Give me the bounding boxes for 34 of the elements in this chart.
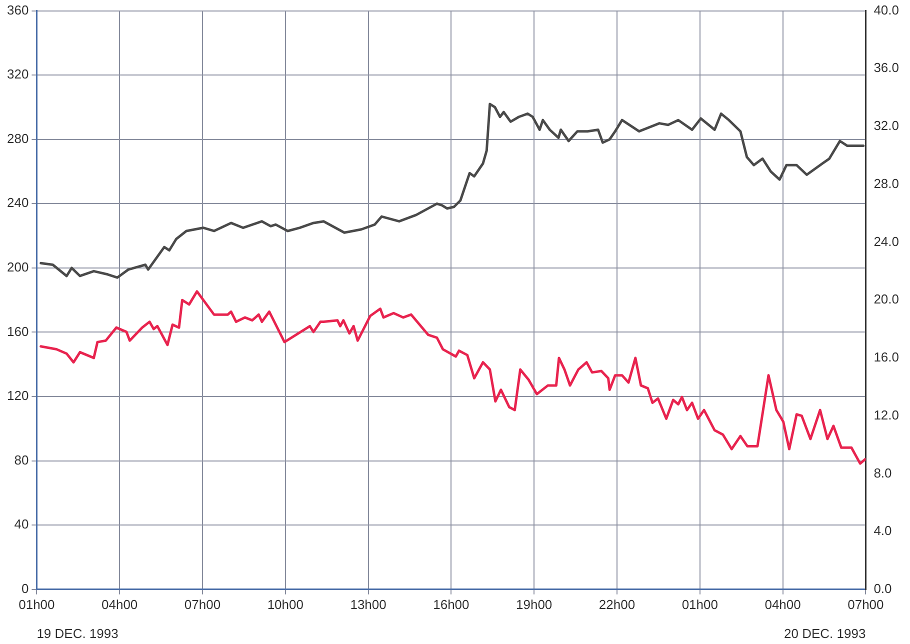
y2-tick-label: 36.0: [874, 60, 900, 76]
y2-tick-label: 16.0: [874, 350, 900, 365]
x-tick-label: 01h00: [682, 596, 718, 612]
y2-tick-label: 32.0: [874, 118, 900, 134]
y-tick-label: 280: [6, 130, 29, 146]
y-tick-label: 320: [6, 66, 29, 82]
x-tick-label: 04h00: [764, 596, 801, 612]
x-tick-label: 07h00: [848, 596, 884, 612]
y2-tick-label: 40.0: [874, 2, 900, 18]
text: 20 DEC. 1993: [784, 626, 866, 641]
y-tick-label: 40: [14, 516, 29, 532]
x-tick-label: 01h00: [18, 596, 55, 612]
y-tick-label: 80: [14, 452, 29, 468]
y2-tick-label: 12.0: [874, 407, 900, 422]
y-tick-label: 0: [21, 580, 29, 596]
x-tick-label: 22h00: [598, 596, 636, 612]
y2-tick-label: 4.0: [874, 523, 892, 538]
x-tick-label: 10h00: [267, 596, 304, 612]
x-tick-label: 19h00: [516, 596, 552, 612]
x-tick-label: 13h00: [350, 596, 386, 612]
y-tick-label: 360: [6, 2, 29, 18]
y2-tick-label: 24.0: [874, 234, 900, 249]
x-tick-label: 16h00: [433, 596, 470, 612]
y2-tick-label: 8.0: [874, 465, 892, 480]
x-tick-label: 04h00: [102, 596, 138, 612]
y-tick-label: 120: [6, 388, 29, 404]
x-tick-label: 07h00: [184, 596, 221, 612]
y2-tick-label: 0.0: [874, 580, 892, 596]
text: 19 DEC. 1993: [36, 626, 118, 641]
y-tick-label: 240: [6, 195, 29, 210]
y-tick-label: 160: [6, 324, 29, 339]
y-tick-label: 200: [6, 260, 29, 275]
y2-tick-label: 28.0: [874, 176, 900, 191]
y2-tick-label: 20.0: [874, 292, 900, 307]
